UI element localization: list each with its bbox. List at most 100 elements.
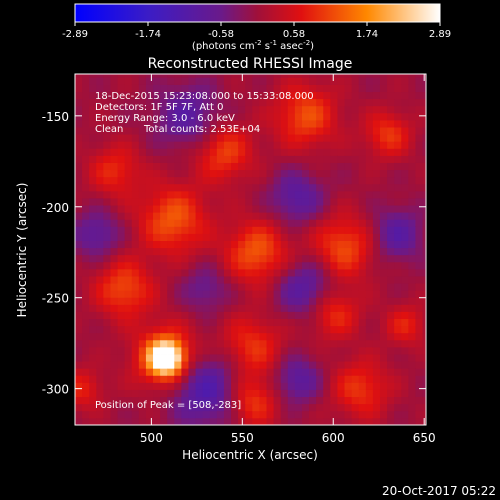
heatmap-pixel	[138, 84, 147, 93]
heatmap-pixel	[294, 183, 303, 192]
heatmap-pixel	[181, 283, 189, 291]
heatmap-pixel	[145, 417, 154, 425]
heatmap-pixel	[209, 403, 218, 412]
heatmap-pixel	[266, 120, 274, 128]
heatmap-pixel	[238, 247, 246, 256]
heatmap-pixel	[372, 120, 381, 128]
heatmap-pixel	[153, 311, 161, 320]
heatmap-pixel	[266, 403, 274, 412]
heatmap-pixel	[160, 190, 168, 199]
heatmap-pixel	[188, 410, 196, 419]
heatmap-pixel	[422, 332, 426, 341]
heatmap-pixel	[195, 375, 204, 383]
heatmap-pixel	[280, 410, 289, 419]
heatmap-pixel	[160, 162, 168, 171]
heatmap-pixel	[287, 346, 296, 355]
colorbar-units: (photons cm-2 s-1 asec-2)	[192, 39, 314, 52]
heatmap-pixel	[301, 141, 310, 149]
heatmap-pixel	[231, 226, 239, 234]
heatmap-pixel	[415, 162, 423, 171]
heatmap-pixel	[372, 290, 381, 298]
heatmap-pixel	[245, 375, 253, 383]
heatmap-pixel	[351, 318, 360, 327]
heatmap-pixel	[209, 382, 218, 390]
heatmap-pixel	[337, 417, 345, 425]
heatmap-pixel	[301, 304, 310, 312]
heatmap-pixel	[89, 233, 97, 241]
heatmap-pixel	[387, 261, 395, 270]
heatmap-pixel	[89, 297, 97, 305]
heatmap-pixel	[110, 332, 118, 341]
heatmap-pixel	[422, 339, 426, 348]
heatmap-pixel	[273, 396, 282, 405]
heatmap-pixel	[231, 98, 239, 107]
heatmap-pixel	[131, 382, 140, 390]
heatmap-pixel	[231, 254, 239, 263]
heatmap-pixel	[266, 112, 274, 121]
heatmap-pixel	[323, 354, 331, 362]
heatmap-pixel	[89, 112, 97, 121]
heatmap-pixel	[75, 325, 83, 334]
heatmap-pixel	[245, 105, 253, 114]
heatmap-pixel	[316, 276, 324, 284]
heatmap-pixel	[337, 205, 345, 213]
heatmap-pixel	[167, 261, 175, 270]
heatmap-pixel	[287, 339, 296, 348]
heatmap-pixel	[131, 403, 140, 412]
heatmap-pixel	[124, 396, 133, 405]
heatmap-pixel	[365, 120, 374, 128]
heatmap-pixel	[422, 198, 426, 206]
heatmap-pixel	[103, 77, 111, 85]
heatmap-pixel	[145, 382, 154, 390]
heatmap-pixel	[174, 205, 182, 213]
heatmap-pixel	[316, 120, 324, 128]
heatmap-pixel	[82, 254, 90, 263]
heatmap-pixel	[238, 403, 246, 412]
heatmap-pixel	[110, 240, 118, 249]
heatmap-pixel	[316, 375, 324, 383]
heatmap-pixel	[96, 304, 104, 312]
heatmap-pixel	[231, 297, 239, 305]
heatmap-pixel	[75, 112, 83, 121]
heatmap-pixel	[103, 190, 111, 199]
heatmap-pixel	[365, 105, 374, 114]
heatmap-pixel	[394, 112, 402, 121]
heatmap-pixel	[415, 389, 423, 398]
heatmap-pixel	[379, 268, 388, 277]
colorbar-tick-label: -0.58	[208, 29, 234, 40]
heatmap-pixel	[358, 134, 367, 142]
heatmap-pixel	[294, 375, 303, 383]
heatmap-pixel	[330, 105, 338, 114]
heatmap-pixel	[394, 290, 402, 298]
heatmap-pixel	[266, 169, 274, 178]
heatmap-pixel	[316, 141, 324, 149]
heatmap-pixel	[323, 375, 331, 383]
heatmap-pixel	[138, 91, 147, 100]
heatmap-pixel	[110, 84, 118, 93]
heatmap-pixel	[301, 183, 310, 192]
heatmap-pixel	[337, 162, 345, 171]
heatmap-pixel	[372, 368, 381, 376]
heatmap-pixel	[82, 77, 90, 85]
heatmap-pixel	[358, 389, 367, 398]
heatmap-pixel	[223, 198, 232, 206]
heatmap-pixel	[273, 98, 282, 107]
heatmap-pixel	[167, 134, 175, 142]
heatmap-pixel	[138, 283, 147, 291]
heatmap-pixel	[309, 169, 317, 178]
heatmap-pixel	[259, 339, 267, 348]
heatmap-pixel	[273, 354, 282, 362]
heatmap-pixel	[174, 417, 182, 425]
heatmap-pixel	[422, 176, 426, 185]
heatmap-pixel	[309, 212, 317, 220]
heatmap-pixel	[287, 91, 296, 100]
heatmap-pixel	[294, 155, 303, 163]
heatmap-pixel	[379, 226, 388, 234]
heatmap-pixel	[259, 134, 267, 142]
heatmap-pixel	[131, 212, 140, 220]
heatmap-pixel	[365, 198, 374, 206]
heatmap-pixel	[387, 304, 395, 312]
heatmap-pixel	[358, 219, 367, 227]
heatmap-pixel	[138, 105, 147, 114]
heatmap-pixel	[259, 226, 267, 234]
